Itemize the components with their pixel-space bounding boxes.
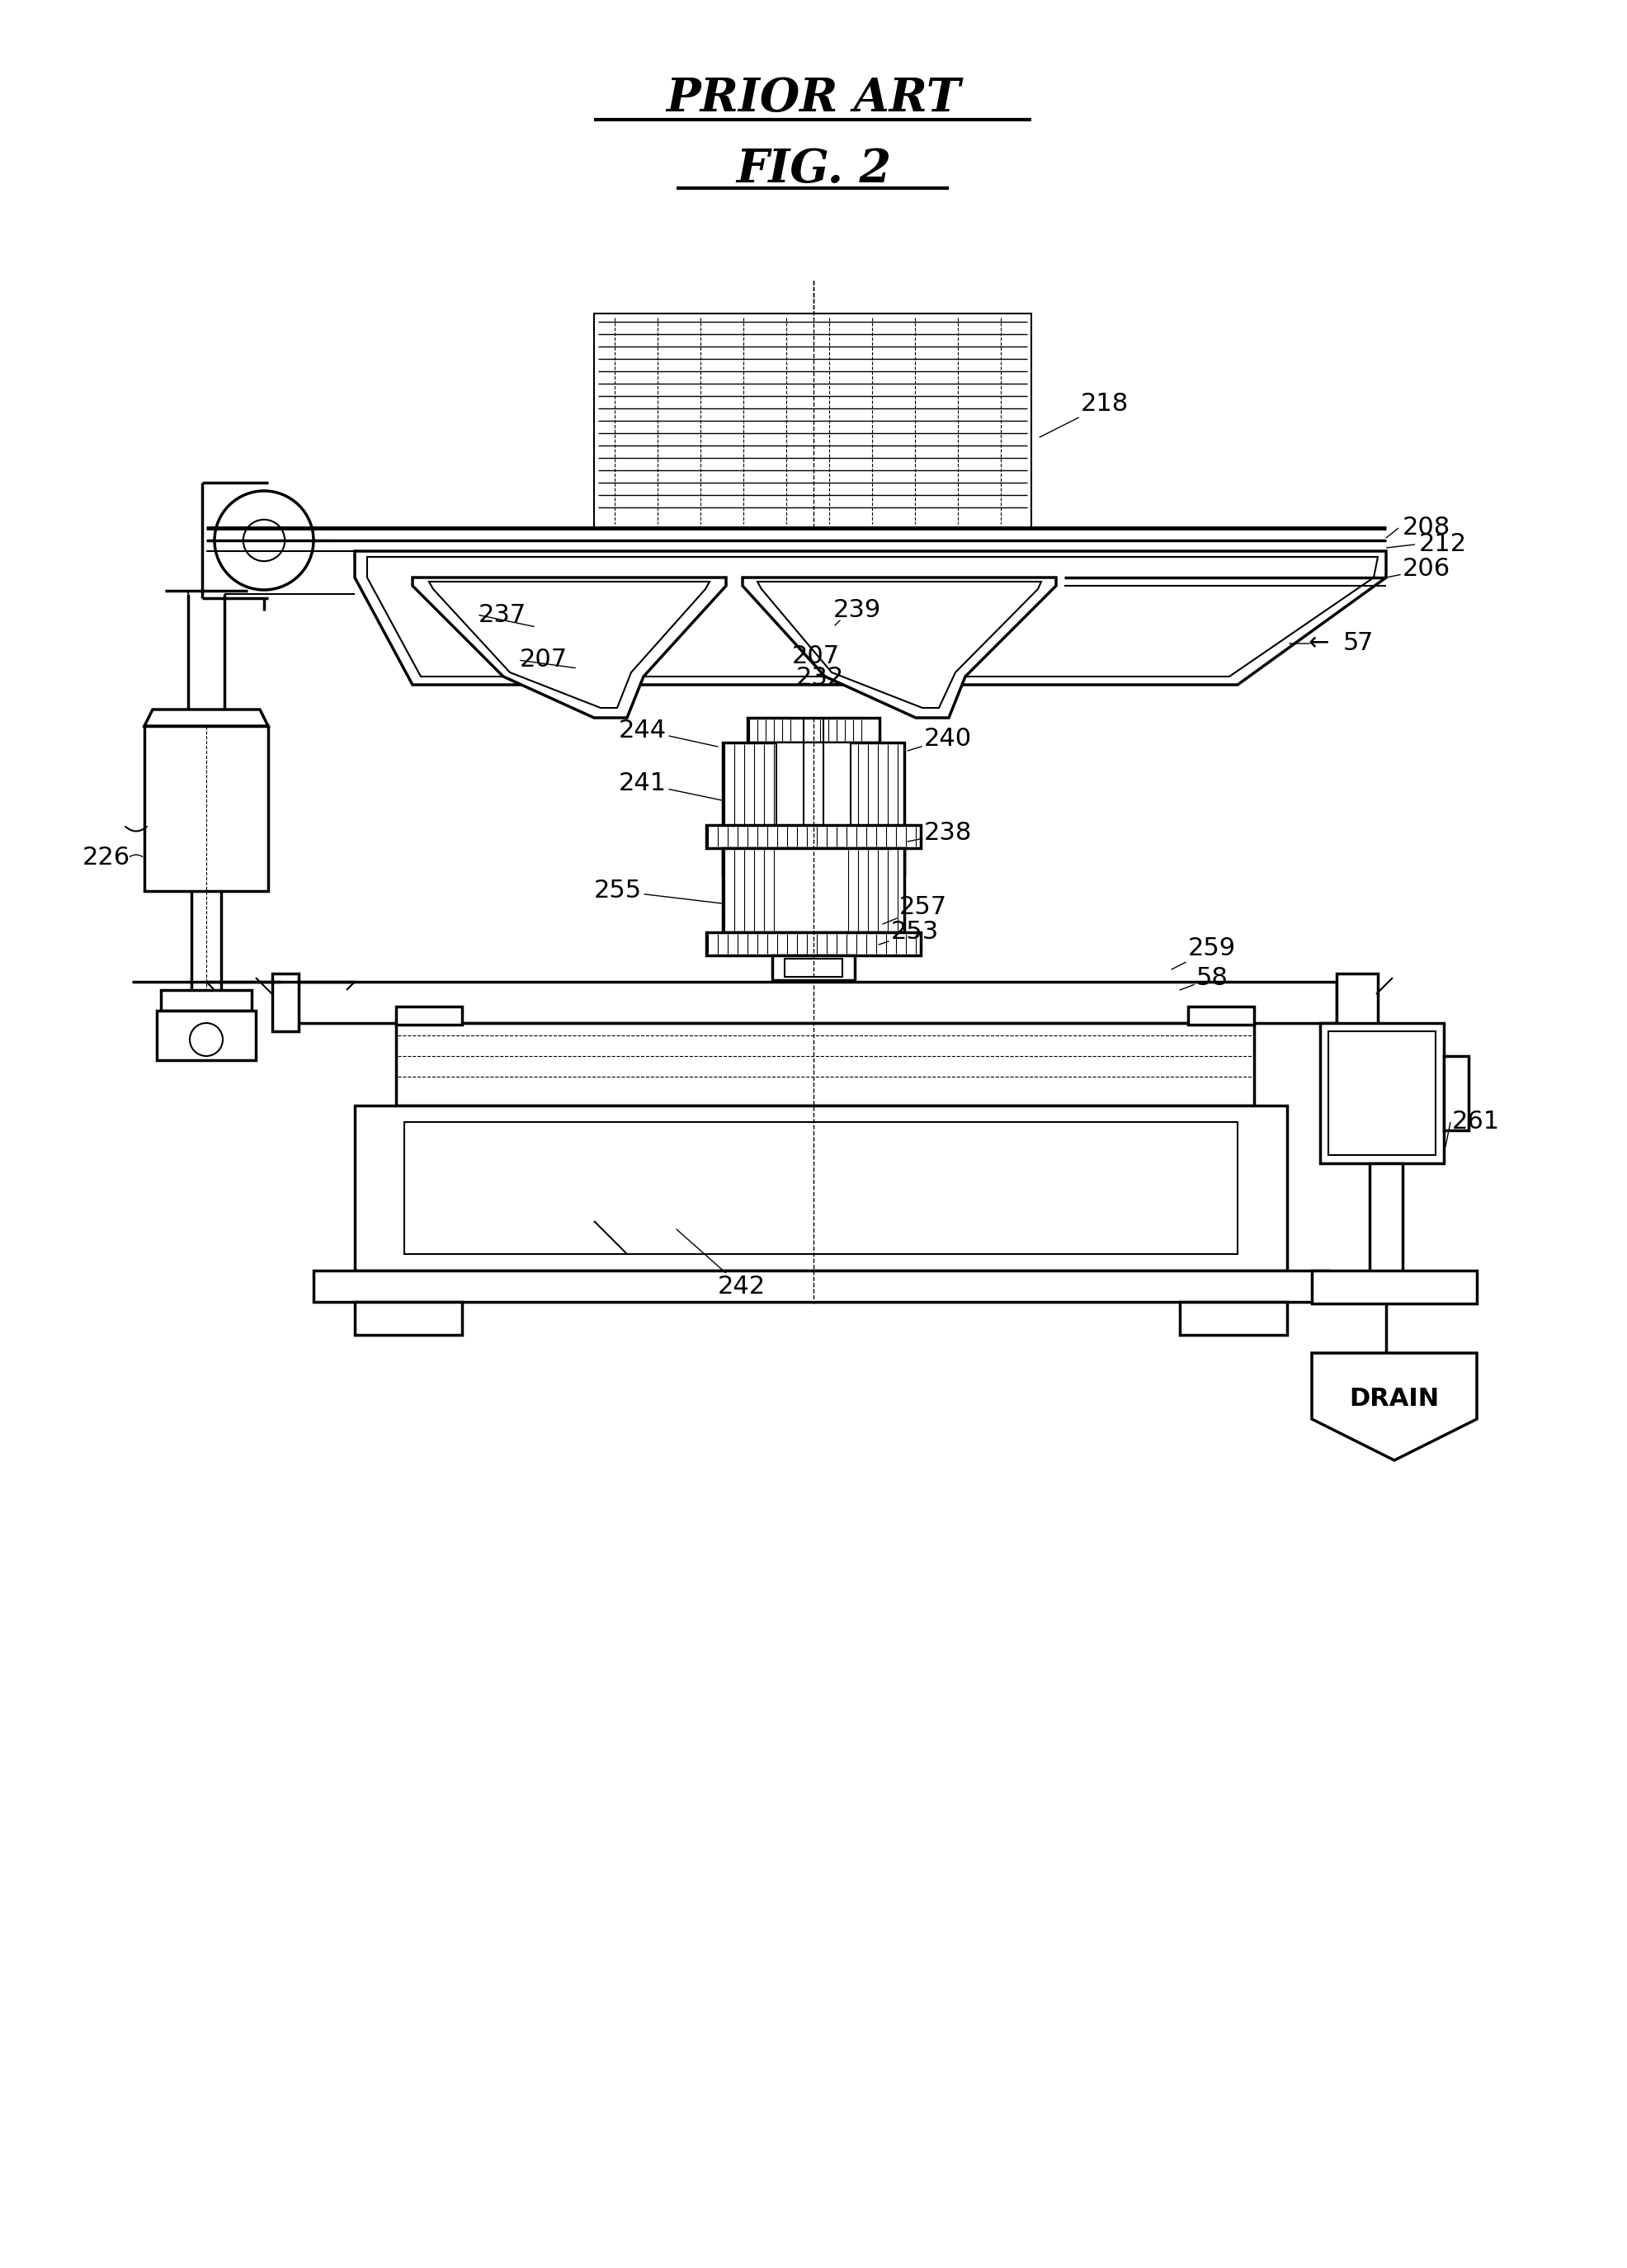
Bar: [1319, 1023, 1443, 1163]
Bar: [706, 826, 921, 848]
Bar: [1337, 973, 1378, 1032]
Bar: [156, 1012, 255, 1059]
Bar: [314, 1270, 1328, 1302]
Bar: [1180, 1302, 1287, 1336]
Text: PRIOR ART: PRIOR ART: [665, 77, 962, 122]
Bar: [298, 982, 1337, 1023]
Bar: [1370, 1163, 1402, 1295]
Bar: [722, 742, 905, 875]
Text: 242: 242: [677, 1229, 766, 1300]
Bar: [594, 313, 1032, 528]
Text: 212: 212: [1419, 533, 1468, 556]
Text: 208: 208: [1402, 517, 1451, 540]
Polygon shape: [413, 578, 726, 717]
Text: 241: 241: [618, 771, 722, 801]
Text: 232: 232: [796, 667, 844, 689]
Text: 240: 240: [908, 726, 971, 751]
Text: 207: 207: [519, 649, 568, 671]
Text: 207: 207: [792, 644, 840, 667]
Bar: [784, 959, 843, 978]
Text: 58: 58: [1180, 966, 1228, 991]
Text: 259: 259: [1171, 937, 1237, 968]
Polygon shape: [1311, 1354, 1477, 1461]
Bar: [1328, 1032, 1435, 1154]
Bar: [272, 973, 299, 1032]
Bar: [1311, 1270, 1477, 1304]
Text: DRAIN: DRAIN: [1349, 1386, 1440, 1411]
Bar: [395, 1007, 462, 1025]
Text: 253: 253: [879, 921, 939, 946]
Text: 238: 238: [908, 821, 973, 846]
Bar: [395, 1023, 1254, 1105]
Bar: [145, 726, 268, 891]
Bar: [1188, 1007, 1254, 1025]
Bar: [161, 991, 252, 1012]
Bar: [776, 742, 851, 875]
Bar: [1443, 1057, 1469, 1129]
Polygon shape: [355, 551, 1386, 685]
Text: 239: 239: [833, 599, 882, 621]
Polygon shape: [742, 578, 1056, 717]
Text: 218: 218: [1040, 392, 1129, 438]
Text: 261: 261: [1451, 1109, 1500, 1134]
Text: 226: 226: [83, 846, 130, 871]
Bar: [773, 955, 854, 980]
Polygon shape: [145, 710, 268, 726]
Text: 237: 237: [478, 603, 527, 626]
Bar: [403, 1123, 1238, 1254]
Text: $\leftarrow$ 57: $\leftarrow$ 57: [1303, 631, 1372, 655]
Text: 257: 257: [883, 896, 947, 923]
Text: FIG. 2: FIG. 2: [735, 147, 892, 193]
Bar: [355, 1105, 1287, 1270]
Text: 206: 206: [1386, 558, 1451, 581]
Bar: [722, 848, 905, 932]
Text: 255: 255: [594, 880, 722, 903]
Bar: [747, 717, 880, 742]
Bar: [355, 1302, 462, 1336]
Text: 244: 244: [618, 719, 718, 746]
Bar: [706, 932, 921, 955]
